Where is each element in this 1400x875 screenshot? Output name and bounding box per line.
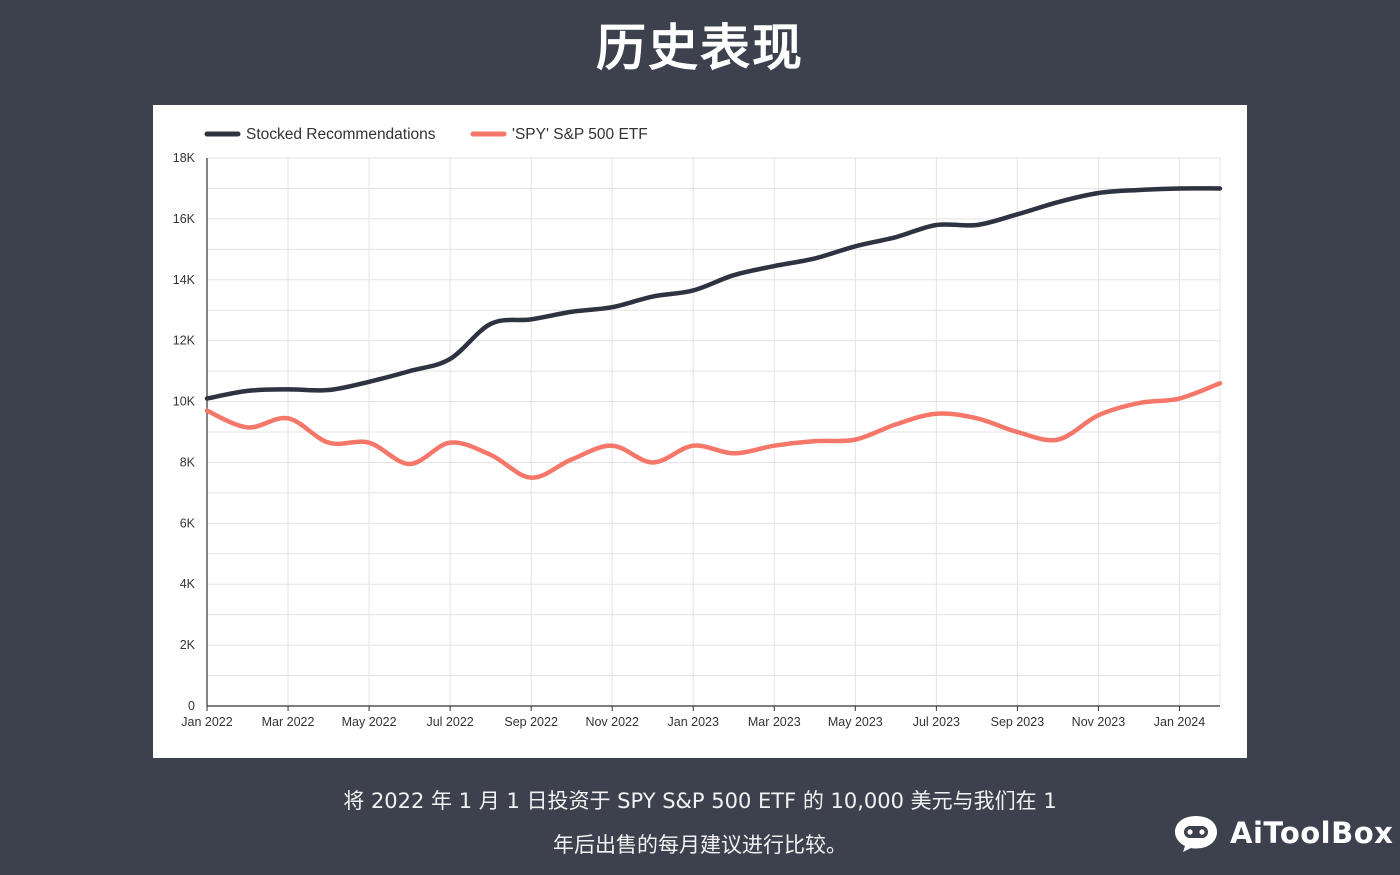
y-tick-label: 16K bbox=[173, 212, 196, 226]
y-tick-label: 18K bbox=[173, 151, 196, 165]
x-tick-label: Jan 2024 bbox=[1154, 715, 1205, 729]
x-tick-label: Jan 2022 bbox=[181, 715, 232, 729]
x-tick-label: Nov 2023 bbox=[1072, 715, 1126, 729]
y-tick-label: 2K bbox=[180, 638, 196, 652]
y-tick-label: 14K bbox=[173, 273, 196, 287]
x-tick-label: Mar 2023 bbox=[748, 715, 801, 729]
x-tick-label: May 2022 bbox=[342, 715, 397, 729]
brand-name: AiToolBox bbox=[1230, 816, 1394, 850]
y-tick-label: 6K bbox=[180, 516, 196, 530]
x-tick-label: Sep 2023 bbox=[991, 715, 1045, 729]
series-line-spy-etf bbox=[204, 381, 1223, 480]
chat-bubble-icon bbox=[1175, 816, 1217, 852]
axes: 0 2K 4K 6K 8K 10K 12K 14K 16K 18K Jan 2022 Mar 2022… bbox=[173, 151, 1220, 729]
y-tick-label: 4K bbox=[180, 577, 196, 591]
x-tick-label: Jul 2023 bbox=[913, 715, 960, 729]
x-tick-label: Nov 2022 bbox=[585, 715, 639, 729]
y-tick-label: 8K bbox=[180, 455, 196, 469]
y-tick-label: 10K bbox=[173, 395, 196, 409]
legend-label-stocked: Stocked Recommendations bbox=[246, 126, 436, 143]
series-line-stocked-recommendations bbox=[204, 186, 1223, 401]
series-lines bbox=[204, 186, 1223, 480]
x-tick-label: May 2023 bbox=[828, 715, 883, 729]
page-title: 历史表现 bbox=[596, 19, 804, 77]
caption-line-1: 将 2022 年 1 月 1 日投资于 SPY S&P 500 ETF 的 10… bbox=[343, 789, 1057, 813]
x-tick-label: Sep 2022 bbox=[504, 715, 558, 729]
chart-card: 0 2K 4K 6K 8K 10K 12K 14K 16K 18K Jan 2022 Mar 2022… bbox=[153, 105, 1247, 758]
x-tick-label: Mar 2022 bbox=[262, 715, 315, 729]
line-chart: 0 2K 4K 6K 8K 10K 12K 14K 16K 18K Jan 2022 Mar 2022… bbox=[173, 126, 1223, 729]
x-tick-label: Jan 2023 bbox=[668, 715, 719, 729]
brand-logo: AiToolBox bbox=[1172, 810, 1393, 856]
caption-line-2: 年后出售的每月建议进行比较。 bbox=[553, 833, 847, 857]
legend-label-spy: 'SPY' S&P 500 ETF bbox=[512, 126, 648, 143]
y-tick-label: 12K bbox=[173, 334, 196, 348]
grid-lines bbox=[206, 157, 1221, 707]
legend: Stocked Recommendations 'SPY' S&P 500 ETF bbox=[204, 126, 648, 143]
x-tick-label: Jul 2022 bbox=[426, 715, 473, 729]
y-tick-label: 0 bbox=[188, 699, 195, 713]
